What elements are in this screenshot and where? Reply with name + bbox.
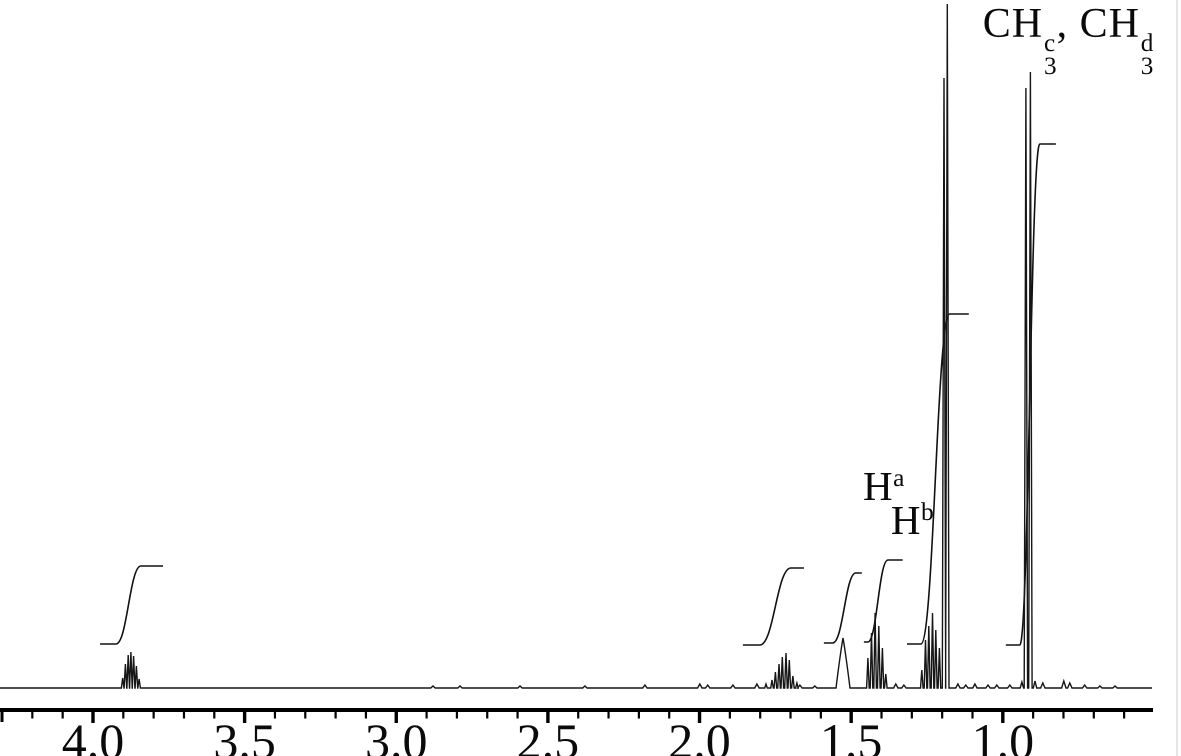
peak-label-Hb-main: H	[890, 497, 921, 543]
scan-edge-artifact	[1176, 0, 1178, 756]
integral-1.73	[742, 567, 804, 646]
nmr-trace	[0, 3, 1152, 689]
integral-1.42	[863, 559, 903, 643]
peak-label-Ha: Ha	[863, 463, 905, 509]
ch3-label-sup-c: c	[1043, 30, 1056, 58]
x-axis-tick-label: 4.0	[61, 713, 125, 756]
x-axis-tick-label: 2.0	[668, 713, 731, 756]
ch3-label-sub-3b: 3	[1140, 53, 1154, 81]
peak-label-CH3c-CH3d: CH c 3, CH d 3	[982, 1, 1154, 81]
ch3-label-seg2: CH	[1079, 1, 1140, 47]
integral-1.53	[823, 572, 862, 644]
x-axis-tick-label: 1.0	[971, 713, 1035, 756]
x-axis-tick-label: 1.5	[819, 713, 883, 756]
peak-label-Hb-sup: b	[921, 498, 934, 527]
ch3-label-seg1: CH	[982, 1, 1044, 47]
x-axis-tick-label: 2.5	[516, 713, 580, 756]
ch3-label-comma: ,	[1056, 1, 1080, 47]
ch3-label-sub-3a: 3	[1043, 53, 1057, 81]
peak-label-Ha-main: H	[863, 463, 893, 509]
ch3-label-sup-d: d	[1140, 30, 1154, 58]
peak-label-Hb: Hb	[890, 497, 934, 543]
integral-3.88	[100, 565, 163, 645]
peak-label-Ha-sup: a	[893, 464, 905, 493]
integral-1.19	[907, 313, 969, 645]
x-axis-tick-label: 3.0	[365, 713, 428, 756]
x-axis-tick-label: 3.5	[213, 713, 276, 756]
x-axis-line	[0, 708, 1153, 712]
